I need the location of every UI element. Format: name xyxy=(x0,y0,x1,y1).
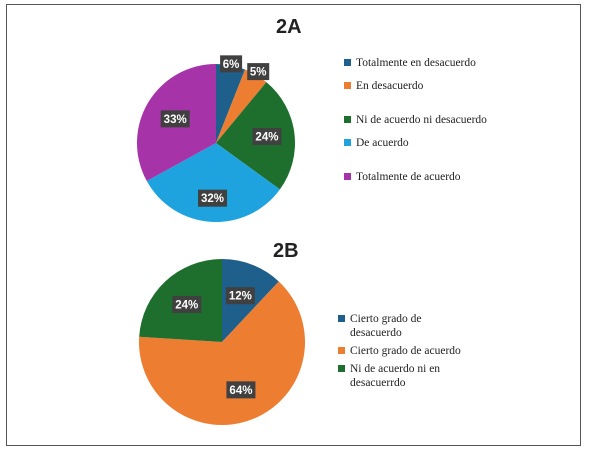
pie-slice-de-acuerdo xyxy=(146,143,280,222)
legend-swatch xyxy=(338,315,345,322)
data-label-ni-de-acuerdo-ni-en-desacuerrdo: 24% xyxy=(172,295,202,313)
legend-swatch xyxy=(338,365,345,372)
data-label-text: 32% xyxy=(201,193,224,205)
legend-swatch xyxy=(344,139,351,146)
legend-label: Totalmente de acuerdo xyxy=(356,171,461,183)
pie-chart-2b: 12% 64% 24% xyxy=(139,259,305,425)
data-label-box xyxy=(247,63,270,81)
legend-item-totalmente-en-desacuerdo: Totalmente en desacuerdo xyxy=(344,56,494,70)
chart-2b-title: 2B xyxy=(273,240,299,262)
data-label-text: 6% xyxy=(223,59,240,71)
data-label-box xyxy=(198,189,228,207)
legend-item-cierto-grado-de-desacuerdo: Cierto grado de desacuerdo xyxy=(338,312,468,340)
data-label-cierto-grado-de-acuerdo: 64% xyxy=(226,381,256,399)
figure-frame xyxy=(6,4,581,446)
legend-item-ni-de-acuerdo-ni-en-desacuerrdo: Ni de acuerdo ni en desacuerrdo xyxy=(338,362,468,390)
data-label-en-desacuerdo: 5% xyxy=(247,63,270,81)
data-label-text: 24% xyxy=(175,299,198,311)
legend-item-cierto-grado-de-acuerdo: Cierto grado de acuerdo xyxy=(338,344,468,358)
legend-2b: Cierto grado de desacuerdo Cierto grado d… xyxy=(338,312,468,390)
data-label-text: 12% xyxy=(229,291,252,303)
pie-slice-cierto-grado-de-acuerdo xyxy=(139,281,305,425)
data-label-box xyxy=(172,295,202,313)
legend-label: Cierto grado de acuerdo xyxy=(350,345,461,357)
legend-item-en-desacuerdo: En desacuerdo xyxy=(344,79,494,93)
pie-chart-2a: 6% 5% 24% 32% 33% xyxy=(137,55,295,222)
data-label-totalmente-en-desacuerdo: 6% xyxy=(220,55,243,73)
legend-swatch xyxy=(344,173,351,180)
data-label-text: 33% xyxy=(164,114,187,126)
data-label-text: 5% xyxy=(250,67,267,79)
legend-2a: Totalmente en desacuerdo En desacuerdo Ni … xyxy=(344,56,494,184)
pie-slice-totalmente-en-desacuerdo xyxy=(216,64,246,143)
legend-label: Totalmente en desacuerdo xyxy=(356,57,476,69)
legend-item-totalmente-de-acuerdo: Totalmente de acuerdo xyxy=(344,170,494,184)
data-label-box xyxy=(160,110,190,128)
legend-swatch xyxy=(344,82,351,89)
legend-swatch xyxy=(344,59,351,66)
legend-item-ni-de-acuerdo-ni-desacuerdo: Ni de acuerdo ni desacuerdo xyxy=(344,113,494,127)
data-label-box xyxy=(252,128,282,146)
data-label-box xyxy=(226,381,256,399)
legend-label: Ni de acuerdo ni en desacuerrdo xyxy=(350,363,441,389)
legend-item-de-acuerdo: De acuerdo xyxy=(344,136,494,150)
legend-label: De acuerdo xyxy=(356,137,409,149)
data-label-box xyxy=(225,287,255,305)
legend-label: Cierto grado de desacuerdo xyxy=(350,313,422,339)
data-label-de-acuerdo: 32% xyxy=(198,189,228,207)
legend-label: Ni de acuerdo ni desacuerdo xyxy=(356,114,487,126)
data-label-cierto-grado-de-desacuerdo: 12% xyxy=(225,287,255,305)
pie-slice-en-desacuerdo xyxy=(216,69,267,143)
data-label-text: 24% xyxy=(255,132,278,144)
chart-2a-title: 2A xyxy=(276,16,302,38)
data-label-totalmente-de-acuerdo: 33% xyxy=(160,110,190,128)
legend-swatch xyxy=(344,116,351,123)
data-label-ni-de-acuerdo-ni-desacuerdo: 24% xyxy=(252,128,282,146)
legend-swatch xyxy=(338,347,345,354)
data-label-text: 64% xyxy=(229,385,252,397)
legend-label: En desacuerdo xyxy=(356,80,424,92)
data-label-box xyxy=(220,55,243,73)
